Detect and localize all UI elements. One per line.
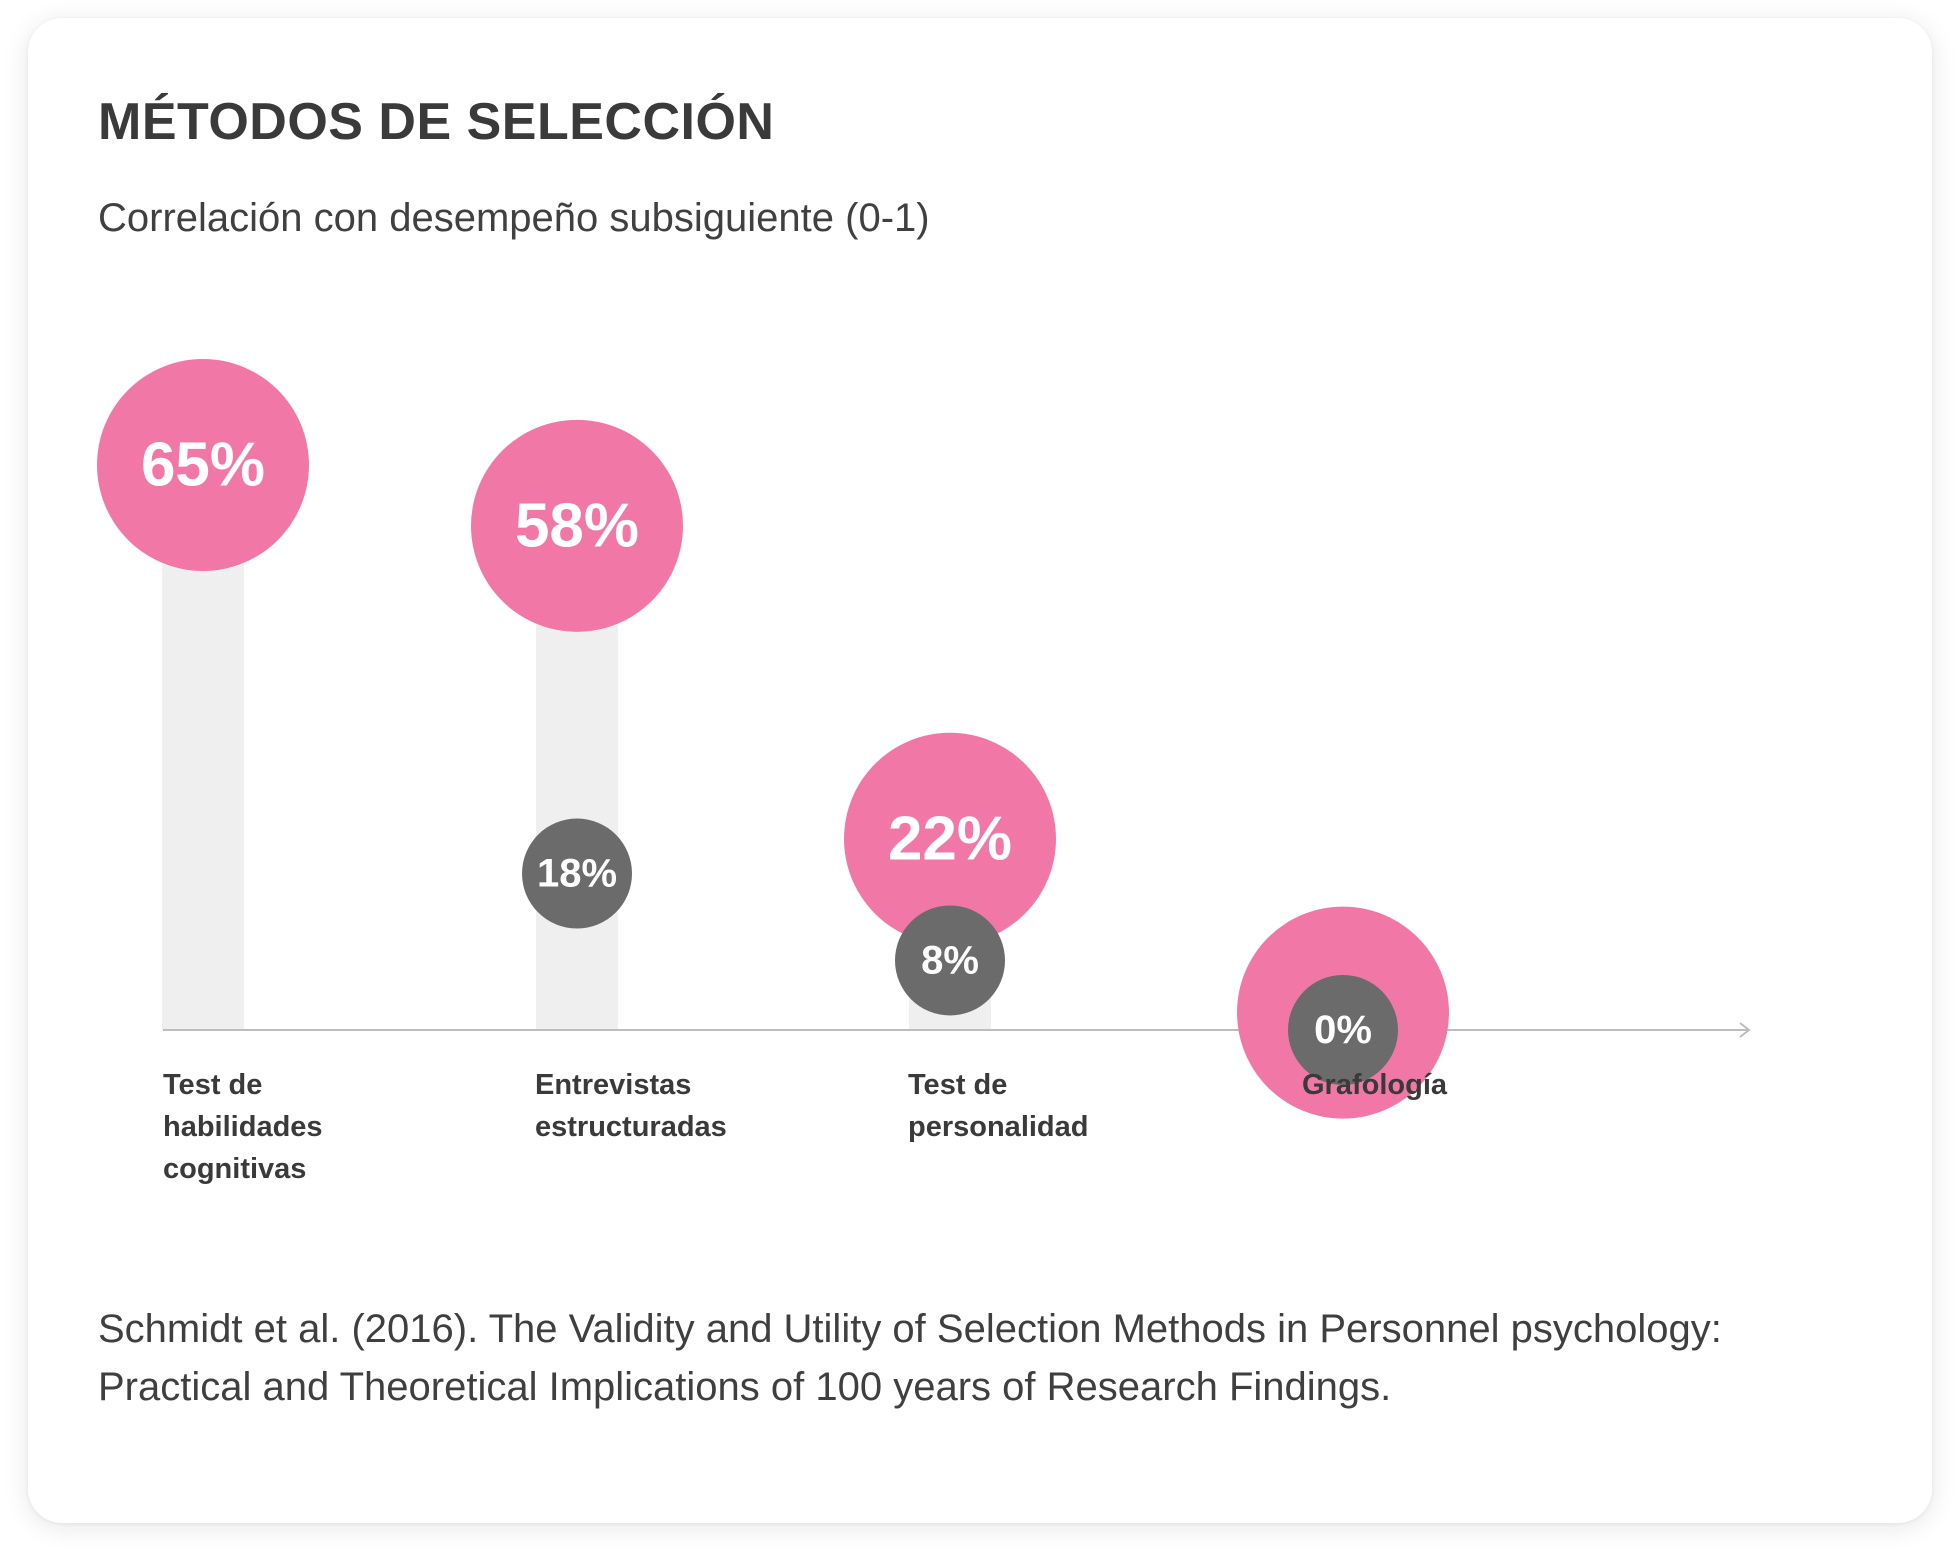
category-label-interviews: Entrevistas estructuradas (535, 1069, 727, 1143)
secondary-bubble-1 (522, 818, 632, 929)
category-label-personality: Test de personalidad (908, 1069, 1089, 1143)
category-label-graphology: Grafología (1302, 1069, 1448, 1101)
primary-value-label-0: 65% (141, 431, 265, 500)
secondary-bubble-2 (895, 905, 1005, 1016)
primary-bubble-0 (97, 359, 309, 571)
bubble-chart: 65%58%22%2%18%8%0% (97, 359, 1751, 1119)
x-axis-arrow (1739, 1022, 1751, 1038)
secondary-bubble-3 (1288, 975, 1398, 1085)
secondary-value-label-2: 8% (921, 938, 979, 982)
secondary-value-label-1: 18% (537, 852, 617, 896)
primary-value-label-1: 58% (515, 491, 639, 560)
primary-bubble-1 (471, 419, 683, 632)
chart-subtitle: Correlación con desempeño subsiguiente (… (98, 196, 930, 240)
primary-bubble-2 (844, 732, 1056, 945)
secondary-value-label-3: 0% (1314, 1008, 1372, 1052)
source-citation: Schmidt et al. (2016). The Validity and … (98, 1307, 1722, 1409)
primary-value-label-2: 22% (888, 804, 1012, 873)
chart-title: MÉTODOS DE SELECCIÓN (98, 93, 775, 151)
category-label-cognitive: Test de habilidades cognitivas (163, 1069, 323, 1185)
